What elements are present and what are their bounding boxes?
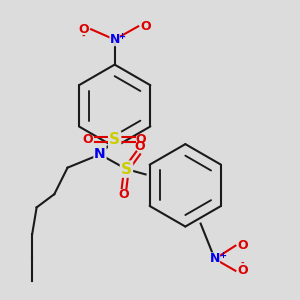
Text: +: + — [220, 251, 226, 260]
Text: N: N — [110, 33, 120, 46]
Text: N: N — [94, 147, 106, 161]
Text: O: O — [136, 133, 146, 146]
Text: -: - — [82, 32, 85, 41]
Text: N: N — [210, 252, 220, 266]
Text: O: O — [134, 140, 145, 153]
Text: -: - — [241, 259, 244, 268]
Text: O: O — [78, 23, 89, 36]
Text: O: O — [237, 264, 248, 277]
Text: O: O — [237, 239, 248, 252]
Text: O: O — [83, 133, 94, 146]
Text: O: O — [118, 188, 128, 201]
Text: S: S — [109, 132, 120, 147]
Text: +: + — [118, 32, 125, 41]
Text: O: O — [140, 20, 151, 33]
Text: S: S — [121, 162, 132, 177]
